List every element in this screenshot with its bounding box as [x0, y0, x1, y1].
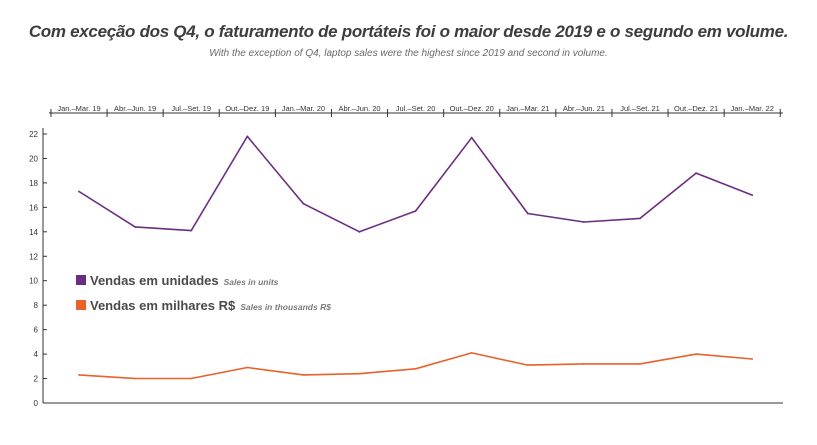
data-point [190, 377, 193, 380]
legend-swatch-1 [76, 300, 86, 310]
category-label: Out.–Dez. 21 [674, 104, 718, 113]
data-point [470, 351, 473, 354]
data-point [695, 353, 697, 355]
chart-subtitle: With the exception of Q4, laptop sales w… [209, 48, 608, 59]
data-point [134, 226, 137, 228]
data-point [246, 135, 249, 138]
data-point [190, 229, 193, 232]
category-label: Jul.–Set. 19 [171, 104, 211, 113]
data-point [751, 358, 754, 360]
data-point [526, 364, 529, 366]
category-label: Out.–Dez. 20 [450, 104, 494, 113]
chart-title: Com exceção dos Q4, o faturamento de por… [28, 22, 789, 41]
data-point [414, 367, 417, 370]
category-label: Jul.–Set. 21 [620, 104, 660, 113]
data-point [639, 362, 641, 365]
data-point [751, 194, 754, 197]
y-tick-label: 22 [29, 130, 38, 139]
category-label: Out.–Dez. 19 [225, 104, 269, 113]
category-label: Abr.–Jun. 21 [563, 104, 605, 113]
y-tick-label: 6 [34, 326, 39, 335]
data-point [526, 212, 529, 215]
legend-label-en-1: Sales in thousands R$ [240, 302, 331, 312]
y-tick-label: 14 [29, 228, 38, 237]
y-tick-label: 4 [34, 350, 39, 359]
y-tick-label: 20 [29, 154, 38, 163]
data-point [414, 210, 417, 212]
series-line-1 [78, 352, 753, 380]
y-tick-label: 12 [29, 252, 38, 261]
data-point [639, 217, 641, 220]
category-label: Jan.–Mar. 22 [731, 104, 774, 113]
legend-swatch-0 [76, 275, 86, 285]
legend-label-0: Vendas em unidades Sales in units [90, 273, 279, 288]
y-tick-label: 2 [34, 375, 39, 384]
data-point [246, 366, 249, 369]
data-point [470, 136, 473, 139]
y-tick-label: 16 [29, 203, 38, 212]
data-point [358, 372, 361, 375]
category-label: Jan.–Mar. 19 [57, 104, 100, 113]
legend-label-en-0: Sales in units [224, 277, 279, 287]
data-point [583, 362, 585, 365]
category-label: Abr.–Jun. 19 [114, 104, 156, 113]
legend-label-1: Vendas em milhares R$ Sales in thousands … [90, 298, 331, 313]
category-label: Jan.–Mar. 21 [506, 104, 549, 113]
y-tick-label: 10 [29, 277, 38, 286]
data-point [302, 373, 305, 376]
category-label: Jul.–Set. 20 [396, 104, 436, 113]
data-point [583, 221, 585, 223]
category-label: Jan.–Mar. 20 [282, 104, 325, 113]
data-point [78, 373, 80, 376]
data-point [695, 172, 697, 175]
y-tick-label: 8 [34, 301, 39, 310]
data-point [302, 202, 305, 205]
data-point [358, 230, 361, 233]
y-tick-label: 0 [34, 399, 39, 408]
series-line-0 [78, 135, 753, 233]
data-point [78, 190, 80, 193]
y-tick-label: 18 [29, 179, 38, 188]
category-label: Abr.–Jun. 20 [338, 104, 380, 113]
data-point [134, 377, 137, 380]
